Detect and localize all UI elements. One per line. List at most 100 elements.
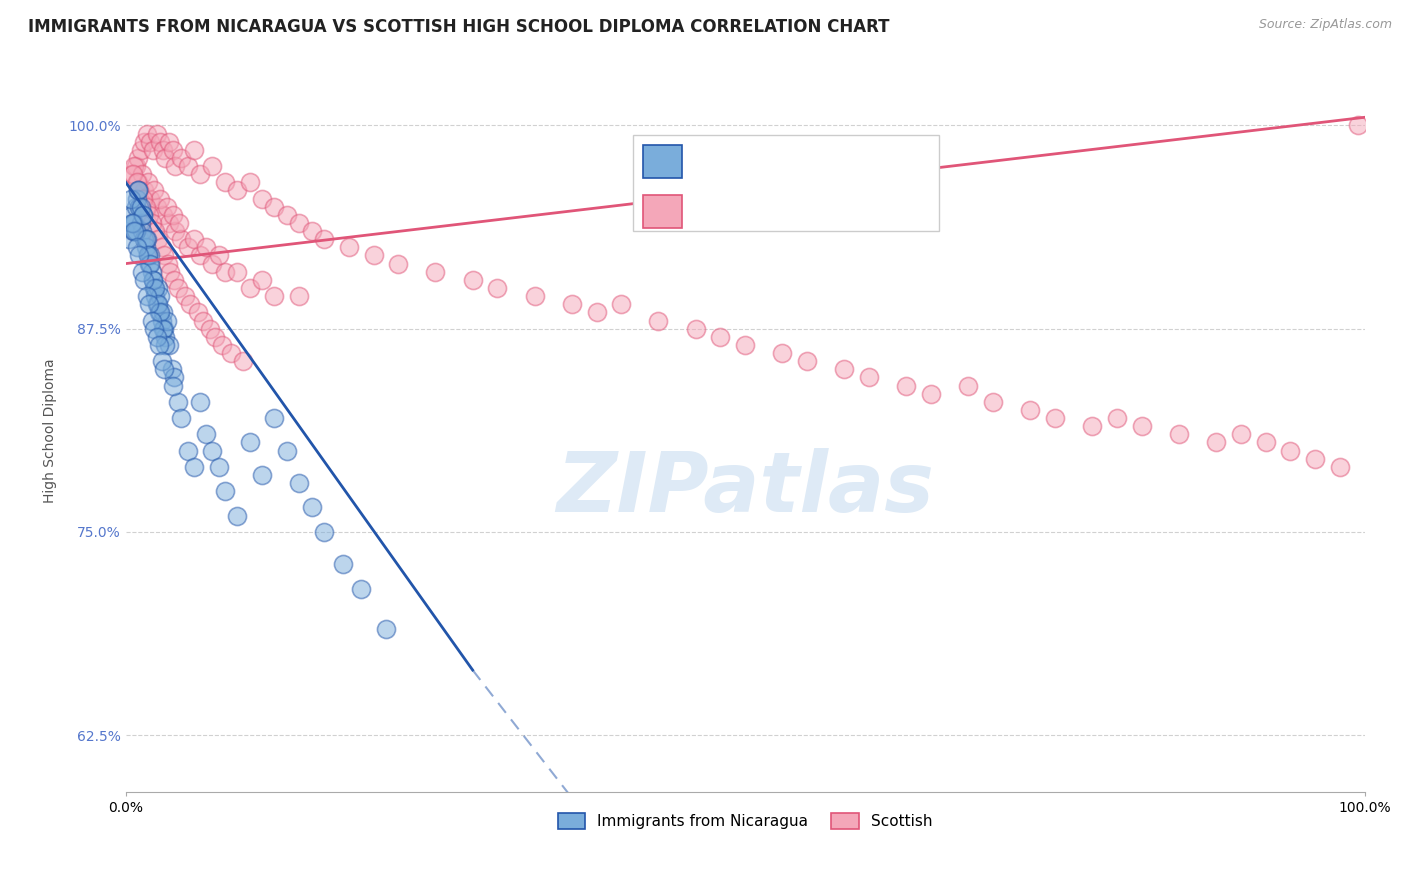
Point [153,248,176,262]
Point [134,273,156,287]
Point [183,459,205,474]
Point [129,200,152,214]
Point [125,175,148,189]
Point [685,321,707,335]
Point [387,257,409,271]
Point [121,216,143,230]
Point [709,330,731,344]
Point [1254,435,1277,450]
Point [957,378,980,392]
Point [155,338,177,352]
Point [301,224,323,238]
Point [201,443,224,458]
Point [125,240,148,254]
Point [145,224,167,238]
Point [770,346,793,360]
Point [120,192,142,206]
Text: ZIPatlas: ZIPatlas [557,448,934,529]
Point [981,394,1004,409]
Point [176,240,198,254]
Point [157,135,180,149]
Point [208,459,231,474]
Point [920,386,942,401]
Point [150,240,173,254]
Point [141,313,163,327]
Point [1019,403,1042,417]
Point [132,208,155,222]
Point [191,313,214,327]
Point [152,143,174,157]
Point [152,208,174,222]
Point [288,289,311,303]
Point [135,127,157,141]
Point [148,305,170,319]
Point [157,338,180,352]
Point [176,443,198,458]
Text: 83: 83 [752,154,773,169]
Point [142,273,165,287]
Point [153,362,176,376]
Point [128,184,150,198]
Point [1329,459,1351,474]
Point [146,232,169,246]
Point [149,305,172,319]
Point [138,297,160,311]
Point [486,281,509,295]
Point [149,289,172,303]
Point [585,305,607,319]
Text: 116: 116 [752,204,785,219]
Point [121,167,143,181]
Point [337,240,360,254]
Point [145,127,167,141]
Point [139,135,162,149]
Point [160,362,183,376]
Point [138,257,160,271]
Point [152,321,174,335]
Point [201,257,224,271]
Point [124,200,146,214]
Point [183,143,205,157]
Point [896,378,918,392]
Point [146,297,169,311]
Text: N =: N = [735,154,769,169]
Point [141,265,163,279]
Point [1229,427,1251,442]
Point [143,184,166,198]
Point [135,200,157,214]
Text: Source: ZipAtlas.com: Source: ZipAtlas.com [1258,18,1392,31]
Point [129,143,152,157]
Point [219,346,242,360]
Text: R =: R = [695,204,727,219]
Point [288,476,311,491]
Point [127,175,149,189]
Point [124,216,146,230]
Point [139,248,162,262]
Point [1303,451,1326,466]
Point [135,289,157,303]
Point [332,558,354,572]
Point [124,224,146,238]
Point [134,184,156,198]
Legend: Immigrants from Nicaragua, Scottish: Immigrants from Nicaragua, Scottish [551,806,939,835]
Point [250,467,273,482]
Point [1043,411,1066,425]
Point [145,297,167,311]
Point [150,354,173,368]
Point [239,281,262,295]
Point [183,232,205,246]
Point [232,354,254,368]
Point [523,289,546,303]
Point [136,248,159,262]
Point [145,200,167,214]
Point [858,370,880,384]
Point [288,216,311,230]
Point [145,330,167,344]
Y-axis label: High School Diploma: High School Diploma [44,358,58,502]
Text: R =: R = [695,154,727,169]
Point [170,232,193,246]
Point [128,248,150,262]
Point [214,175,236,189]
Point [135,240,157,254]
Point [461,273,484,287]
Point [188,167,211,181]
